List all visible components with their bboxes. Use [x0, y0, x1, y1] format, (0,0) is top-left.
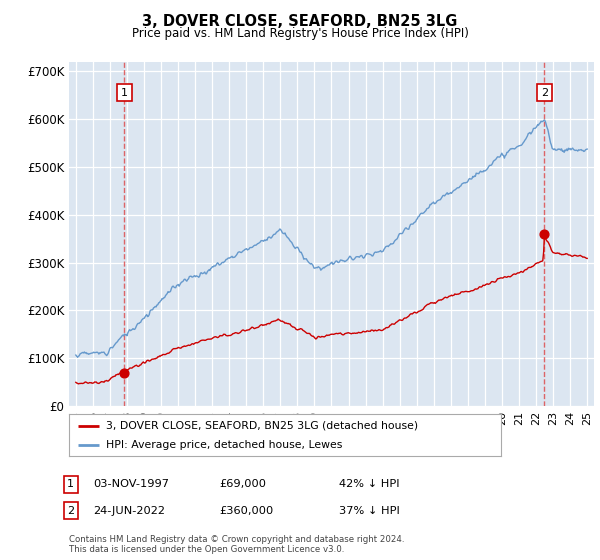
Text: Price paid vs. HM Land Registry's House Price Index (HPI): Price paid vs. HM Land Registry's House …	[131, 27, 469, 40]
Text: 37% ↓ HPI: 37% ↓ HPI	[339, 506, 400, 516]
Text: 2: 2	[67, 506, 74, 516]
Text: Contains HM Land Registry data © Crown copyright and database right 2024.
This d: Contains HM Land Registry data © Crown c…	[69, 535, 404, 554]
Text: 1: 1	[67, 479, 74, 489]
Point	[119, 368, 129, 377]
Text: 24-JUN-2022: 24-JUN-2022	[93, 506, 165, 516]
Point	[539, 230, 549, 239]
Text: HPI: Average price, detached house, Lewes: HPI: Average price, detached house, Lewe…	[106, 440, 342, 450]
Text: 1: 1	[121, 87, 128, 97]
Text: 2: 2	[541, 87, 548, 97]
Text: 3, DOVER CLOSE, SEAFORD, BN25 3LG (detached house): 3, DOVER CLOSE, SEAFORD, BN25 3LG (detac…	[106, 421, 418, 431]
Text: £360,000: £360,000	[219, 506, 273, 516]
Text: 3, DOVER CLOSE, SEAFORD, BN25 3LG: 3, DOVER CLOSE, SEAFORD, BN25 3LG	[142, 14, 458, 29]
Text: 42% ↓ HPI: 42% ↓ HPI	[339, 479, 400, 489]
Text: 03-NOV-1997: 03-NOV-1997	[93, 479, 169, 489]
Text: £69,000: £69,000	[219, 479, 266, 489]
